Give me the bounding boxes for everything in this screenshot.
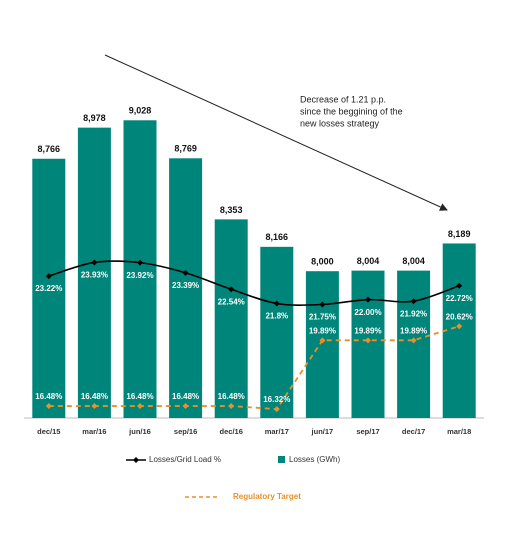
bar bbox=[260, 246, 294, 418]
bar bbox=[305, 271, 339, 418]
bar bbox=[214, 219, 248, 418]
line-value-label: 16.48% bbox=[172, 392, 199, 401]
x-tick-label: sep/16 bbox=[174, 427, 197, 436]
legend: Losses (GWh) Losses/Grid Load % Regulatory… bbox=[126, 455, 340, 501]
legend-label: Regulatory Target bbox=[233, 492, 301, 501]
bar-value-label: 8,000 bbox=[311, 257, 334, 267]
line-marker bbox=[228, 286, 235, 293]
line-value-label: 19.89% bbox=[400, 326, 427, 335]
x-tick-label: mar/17 bbox=[265, 427, 289, 436]
x-tick-label: dec/17 bbox=[402, 427, 425, 436]
x-tick-label: mar/16 bbox=[82, 427, 106, 436]
line-value-label: 16.48% bbox=[35, 392, 62, 401]
line-value-label: 23.92% bbox=[126, 271, 153, 280]
line-marker bbox=[456, 323, 463, 330]
line-marker bbox=[137, 259, 143, 266]
bar-value-label: 8,353 bbox=[220, 205, 243, 215]
bar-value-label: 8,769 bbox=[174, 144, 197, 154]
bar-value-label: 8,004 bbox=[357, 256, 380, 266]
x-tick-label: jun/17 bbox=[311, 427, 334, 436]
line-value-label: 22.54% bbox=[218, 297, 245, 306]
line-value-label: 19.89% bbox=[309, 326, 336, 335]
series-line bbox=[48, 325, 460, 411]
line-marker bbox=[91, 403, 98, 410]
line-value-label: 21.8% bbox=[265, 312, 288, 321]
bar-value-label: 8,978 bbox=[83, 113, 106, 123]
bar bbox=[123, 120, 157, 418]
line-value-label: 22.72% bbox=[446, 294, 473, 303]
legend-label: Losses (GWh) bbox=[289, 455, 340, 464]
annotation-line: since the beggining of the bbox=[300, 106, 403, 116]
line-value-label: 20.62% bbox=[446, 312, 473, 321]
line-value-label: 21.92% bbox=[400, 309, 427, 318]
bar bbox=[32, 158, 66, 418]
line-value-label: 23.93% bbox=[81, 271, 108, 280]
line-value-label: 22.00% bbox=[354, 308, 381, 317]
line-marker bbox=[182, 403, 189, 410]
bar-value-label: 8,004 bbox=[402, 256, 425, 266]
legend-label: Losses/Grid Load % bbox=[149, 455, 221, 464]
bar bbox=[169, 158, 203, 419]
x-tick-label: dec/16 bbox=[220, 427, 243, 436]
bar-value-label: 8,189 bbox=[448, 229, 471, 239]
line-marker bbox=[273, 406, 280, 413]
line-value-label: 23.39% bbox=[172, 281, 199, 290]
bar-value-label: 9,028 bbox=[129, 106, 152, 116]
line-value-label: 19.89% bbox=[354, 326, 381, 335]
line-value-label: 21.75% bbox=[309, 313, 336, 322]
bar bbox=[442, 243, 476, 418]
line-value-label: 16.32% bbox=[263, 395, 290, 404]
legend-swatch bbox=[133, 457, 139, 463]
line-marker bbox=[319, 301, 326, 308]
line-marker bbox=[137, 403, 143, 410]
legend-swatch bbox=[278, 456, 285, 463]
annotation-line: Decrease of 1.21 p.p. bbox=[300, 94, 386, 104]
x-tick-label: mar/18 bbox=[447, 427, 471, 436]
bar bbox=[351, 270, 385, 418]
line-value-label: 16.48% bbox=[218, 392, 245, 401]
bar bbox=[397, 270, 431, 418]
bar-value-label: 8,166 bbox=[266, 232, 289, 242]
line-marker bbox=[365, 296, 371, 303]
bar-value-label: 8,766 bbox=[38, 144, 61, 154]
series-line bbox=[48, 260, 460, 306]
x-tick-label: sep/17 bbox=[356, 427, 379, 436]
line-marker bbox=[228, 403, 235, 410]
line-marker bbox=[410, 298, 417, 305]
line-marker bbox=[182, 269, 189, 276]
x-tick-label: dec/15 bbox=[37, 427, 60, 436]
line-marker bbox=[45, 273, 52, 280]
line-value-label: 23.22% bbox=[35, 284, 62, 293]
annotation-arrow bbox=[104, 54, 448, 211]
line-marker bbox=[319, 337, 326, 344]
line-marker bbox=[365, 337, 371, 344]
x-tick-label: jun/16 bbox=[128, 427, 151, 436]
line-value-label: 16.48% bbox=[126, 392, 153, 401]
line-marker bbox=[273, 300, 280, 307]
bar bbox=[77, 127, 111, 418]
line-marker bbox=[410, 337, 417, 344]
line-marker bbox=[45, 403, 52, 410]
annotation-line: new losses strategy bbox=[300, 118, 380, 128]
line-marker bbox=[91, 259, 98, 266]
line-marker bbox=[456, 282, 463, 289]
line-value-label: 16.48% bbox=[81, 392, 108, 401]
